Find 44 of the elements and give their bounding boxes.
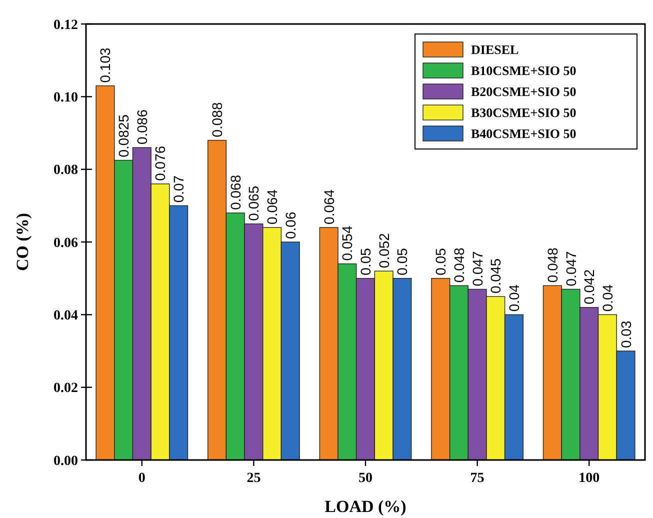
data-label: 0.086	[134, 109, 150, 145]
x-tick-label: 50	[358, 471, 372, 486]
y-axis-title: CO (%)	[13, 212, 32, 272]
data-label: 0.103	[97, 48, 114, 83]
data-label: 0.05	[358, 248, 374, 276]
y-tick-label: 0.06	[54, 236, 78, 251]
data-label: 0.04	[506, 284, 522, 312]
data-label: 0.088	[209, 102, 226, 138]
legend-label: DIESEL	[471, 42, 520, 57]
y-tick-label: 0.04	[54, 308, 78, 324]
data-label: 0.03	[618, 320, 634, 348]
legend-label: B20CSME+SIO 50	[471, 84, 576, 99]
data-label: 0.047	[562, 250, 579, 286]
x-tick-label: 25	[246, 471, 261, 486]
data-label: 0.048	[544, 247, 560, 283]
data-label: 0.054	[339, 226, 356, 261]
y-tick-label: 0.02	[54, 381, 78, 396]
legend-label: B10CSME+SIO 50	[471, 63, 576, 78]
x-tick-label: 100	[578, 471, 600, 486]
data-label: 0.04	[599, 284, 616, 312]
data-label: 0.045	[488, 258, 504, 294]
y-tick-label: 0.08	[54, 163, 78, 178]
data-label: 0.048	[450, 247, 467, 283]
y-tick-label: 0.00	[54, 454, 78, 469]
x-axis-title: LOAD (%)	[324, 497, 406, 516]
legend-label: B40CSME+SIO 50	[471, 126, 576, 141]
data-label: 0.047	[469, 250, 486, 286]
data-label: 0.065	[246, 186, 262, 221]
data-label: 0.052	[376, 232, 392, 268]
data-label: 0.0825	[116, 114, 132, 158]
data-label: 0.064	[320, 189, 337, 224]
data-label: 0.05	[394, 248, 410, 276]
data-label: 0.042	[581, 269, 598, 304]
y-tick-label: 0.12	[54, 18, 78, 33]
data-label: 0.064	[264, 189, 280, 224]
data-label: 0.076	[152, 146, 168, 181]
y-tick-label: 0.10	[54, 90, 78, 106]
data-label: 0.068	[227, 174, 244, 210]
x-tick-label: 0	[138, 471, 146, 486]
legend-label: B30CSME+SIO 50	[471, 105, 576, 120]
x-tick-label: 75	[470, 471, 484, 486]
data-label: 0.07	[170, 175, 187, 203]
data-label: 0.05	[432, 248, 449, 276]
data-label: 0.06	[282, 212, 298, 239]
